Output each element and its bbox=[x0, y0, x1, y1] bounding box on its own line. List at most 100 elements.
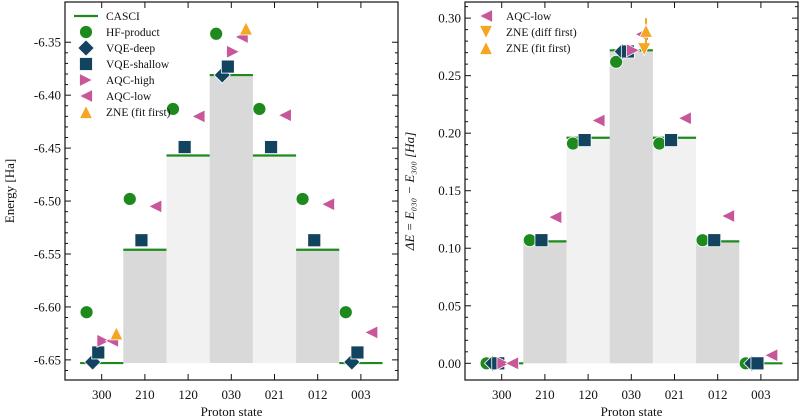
y-tick-label: 0.00 bbox=[438, 356, 461, 371]
legend-circle-icon bbox=[79, 25, 93, 39]
legend-triangle-left-icon bbox=[78, 88, 93, 104]
legend-triangle-up-icon bbox=[78, 104, 94, 119]
marker-hf-product-003 bbox=[338, 305, 353, 320]
y-axis-label: Energy [Ha] bbox=[2, 159, 17, 223]
y-tick-label: 0.25 bbox=[438, 68, 461, 83]
marker-zne-fit-first--300 bbox=[109, 326, 124, 341]
marker-aqc-low-300 bbox=[504, 356, 519, 371]
marker-zne-fit-first--030 bbox=[238, 21, 254, 36]
marker-aqc-low-021 bbox=[677, 111, 692, 126]
marker-hf-product-021 bbox=[652, 136, 667, 151]
legend-label: ZNE (fit first) bbox=[106, 107, 171, 119]
legend-label: HF-product bbox=[106, 27, 160, 39]
legend-triangle-up-icon bbox=[478, 40, 494, 55]
x-axis-label: Proton state bbox=[201, 404, 263, 419]
marker-vqe-shallow-012 bbox=[707, 233, 722, 248]
legend-label: ZNE (diff first) bbox=[506, 27, 577, 39]
bar-012 bbox=[696, 241, 740, 364]
x-tick-label: 030 bbox=[222, 387, 242, 402]
x-tick-label: 120 bbox=[178, 387, 198, 402]
legend-label: AQC-low bbox=[106, 91, 152, 103]
marker-hf-product-030 bbox=[609, 54, 624, 69]
marker-vqe-shallow-021 bbox=[664, 133, 678, 147]
marker-aqc-low-120 bbox=[191, 109, 206, 124]
marker-hf-product-021 bbox=[252, 102, 267, 116]
marker-aqc-low-210 bbox=[147, 199, 163, 214]
legend-label: AQC-low bbox=[506, 11, 552, 23]
marker-hf-product-300 bbox=[79, 305, 94, 320]
y-tick-label: 0.05 bbox=[438, 298, 461, 313]
marker-hf-product-012 bbox=[295, 192, 310, 206]
y-axis-label: ΔE = E₀₃₀ − E₃₀₀ [Ha] bbox=[402, 132, 417, 251]
legend-square-icon bbox=[79, 57, 93, 71]
y-tick-label: -6.40 bbox=[34, 88, 61, 103]
marker-vqe-shallow-210 bbox=[534, 233, 549, 248]
y-tick-label: 0.10 bbox=[438, 241, 461, 256]
marker-aqc-high-030 bbox=[226, 44, 241, 59]
panel-delta-energy: 0.00 0.05 0.10 0.15 0.20 0.25 0.30 300 210 120 030… bbox=[402, 1, 799, 419]
y-tick-label: -6.45 bbox=[34, 141, 61, 156]
y-tick-label: -6.55 bbox=[34, 247, 61, 262]
x-tick-label: 021 bbox=[665, 387, 685, 402]
marker-aqc-high-300 bbox=[96, 333, 111, 348]
marker-aqc-low-210 bbox=[547, 210, 563, 225]
y-tick-label: -6.65 bbox=[34, 352, 61, 367]
marker-aqc-low-021 bbox=[277, 108, 292, 123]
bar-012 bbox=[296, 249, 340, 364]
marker-hf-product-120 bbox=[566, 136, 580, 151]
legend-triangle-left-icon bbox=[478, 8, 493, 24]
marker-hf-product-210 bbox=[122, 192, 137, 206]
marker-vqe-shallow-030 bbox=[220, 59, 235, 74]
marker-vqe-shallow-300 bbox=[91, 345, 106, 360]
y-tick-label: -6.35 bbox=[34, 35, 61, 50]
marker-vqe-shallow-003 bbox=[350, 345, 365, 360]
y-tick-label: -6.60 bbox=[34, 299, 61, 314]
bar-210 bbox=[123, 249, 167, 364]
legend-label: VQE-shallow bbox=[106, 59, 170, 71]
bar-021 bbox=[652, 137, 697, 364]
bar-030 bbox=[609, 50, 653, 364]
legend-label: VQE-deep bbox=[106, 43, 155, 55]
marker-hf-product-012 bbox=[695, 233, 710, 248]
x-tick-label: 210 bbox=[135, 387, 155, 402]
y-tick-label: 0.30 bbox=[438, 11, 461, 26]
legend: CASCI HF-product VQE-deep VQE-shallow AQC-hi… bbox=[74, 11, 171, 119]
legend-label: AQC-high bbox=[106, 75, 155, 87]
x-tick-label: 012 bbox=[708, 387, 728, 402]
x-tick-label: 003 bbox=[751, 387, 771, 402]
x-tick-label: 012 bbox=[308, 387, 328, 402]
marker-hf-product-210 bbox=[522, 233, 537, 248]
marker-hf-product-030 bbox=[209, 26, 224, 41]
bar-120 bbox=[566, 137, 610, 364]
marker-aqc-low-012 bbox=[720, 208, 735, 224]
marker-aqc-low-012 bbox=[320, 197, 335, 212]
marker-aqc-high-030 bbox=[626, 43, 641, 58]
panel-energy: -6.35 -6.40 -6.45 -6.50 -6.55 -6.60 -6.65 300 21… bbox=[2, 1, 399, 419]
x-tick-label: 120 bbox=[578, 387, 598, 402]
x-tick-label: 210 bbox=[535, 387, 555, 402]
x-axis-label: Proton state bbox=[601, 404, 663, 419]
marker-aqc-low-003 bbox=[763, 348, 779, 363]
marker-vqe-shallow-120 bbox=[577, 133, 592, 147]
x-tick-label: 030 bbox=[622, 387, 642, 402]
bar-030 bbox=[209, 75, 253, 364]
bar-120 bbox=[166, 155, 210, 364]
x-tick-label: 021 bbox=[265, 387, 285, 402]
y-tick-label: -6.50 bbox=[34, 194, 61, 209]
marker-vqe-shallow-021 bbox=[264, 140, 278, 154]
marker-vqe-shallow-003 bbox=[750, 356, 765, 371]
x-tick-label: 003 bbox=[351, 387, 371, 402]
marker-zne-diff-first--030 bbox=[637, 42, 652, 57]
legend-label: ZNE (fit first) bbox=[506, 43, 571, 55]
marker-zne-fit-first--030 bbox=[638, 23, 654, 38]
marker-aqc-low-003 bbox=[363, 325, 379, 340]
legend-diamond-icon bbox=[77, 39, 95, 57]
bar-210 bbox=[523, 241, 567, 364]
marker-vqe-shallow-210 bbox=[134, 233, 149, 248]
legend: AQC-low ZNE (diff first) ZNE (fit first) bbox=[478, 8, 577, 55]
marker-aqc-high-300 bbox=[496, 356, 511, 371]
marker-vqe-shallow-120 bbox=[177, 140, 192, 154]
bar-021 bbox=[252, 155, 297, 364]
y-tick-label: 0.15 bbox=[438, 183, 461, 198]
